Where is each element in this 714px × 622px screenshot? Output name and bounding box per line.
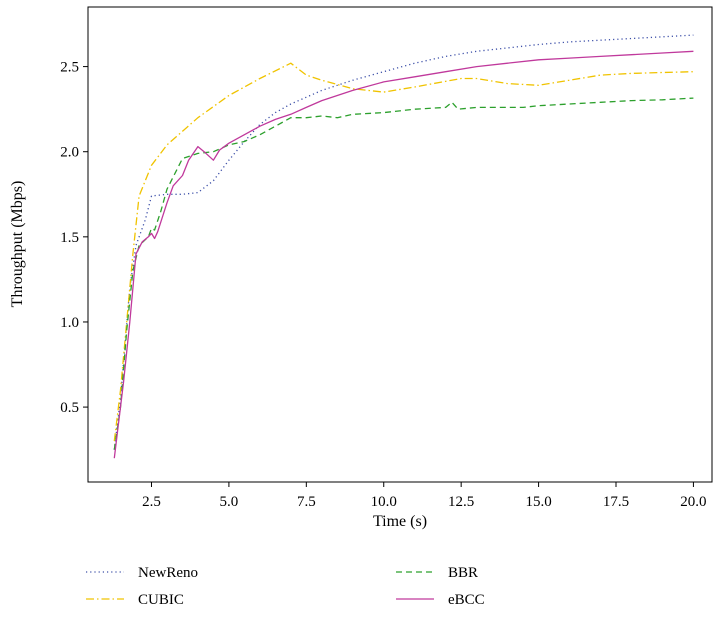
y-tick-label: 1.5 xyxy=(60,230,79,246)
y-tick-label: 1.0 xyxy=(60,315,79,331)
x-tick-label: 12.5 xyxy=(448,494,474,510)
y-tick-label: 2.0 xyxy=(60,145,79,161)
legend: NewReno CUBIC BBR eBCC xyxy=(86,565,485,608)
x-axis: 2.5 5.0 7.5 10.0 12.5 15.0 17.5 20.0 xyxy=(142,482,707,510)
x-tick-label: 10.0 xyxy=(371,494,397,510)
x-axis-label: Time (s) xyxy=(373,513,427,530)
y-tick-label: 2.5 xyxy=(60,60,79,76)
x-tick-label: 17.5 xyxy=(603,494,629,510)
x-tick-label: 20.0 xyxy=(680,494,706,510)
x-tick-label: 2.5 xyxy=(142,494,161,510)
plot-lines xyxy=(113,34,694,459)
series-line-bbr xyxy=(113,97,694,450)
series-line-newreno xyxy=(113,34,694,450)
x-tick-label: 15.0 xyxy=(525,494,551,510)
legend-label-cubic: CUBIC xyxy=(138,592,184,608)
plot-frame xyxy=(87,6,713,483)
y-axis-label: Throughput (Mbps) xyxy=(9,181,26,308)
legend-label-newreno: NewReno xyxy=(138,565,198,581)
legend-label-bbr: BBR xyxy=(448,565,478,581)
x-tick-label: 5.0 xyxy=(220,494,239,510)
y-tick-label: 0.5 xyxy=(60,400,79,416)
series-line-ebcc xyxy=(113,50,694,459)
legend-label-ebcc: eBCC xyxy=(448,592,485,608)
x-tick-label: 7.5 xyxy=(297,494,316,510)
y-axis: 0.5 1.0 1.5 2.0 2.5 xyxy=(60,60,88,416)
series-line-cubic xyxy=(113,62,694,442)
